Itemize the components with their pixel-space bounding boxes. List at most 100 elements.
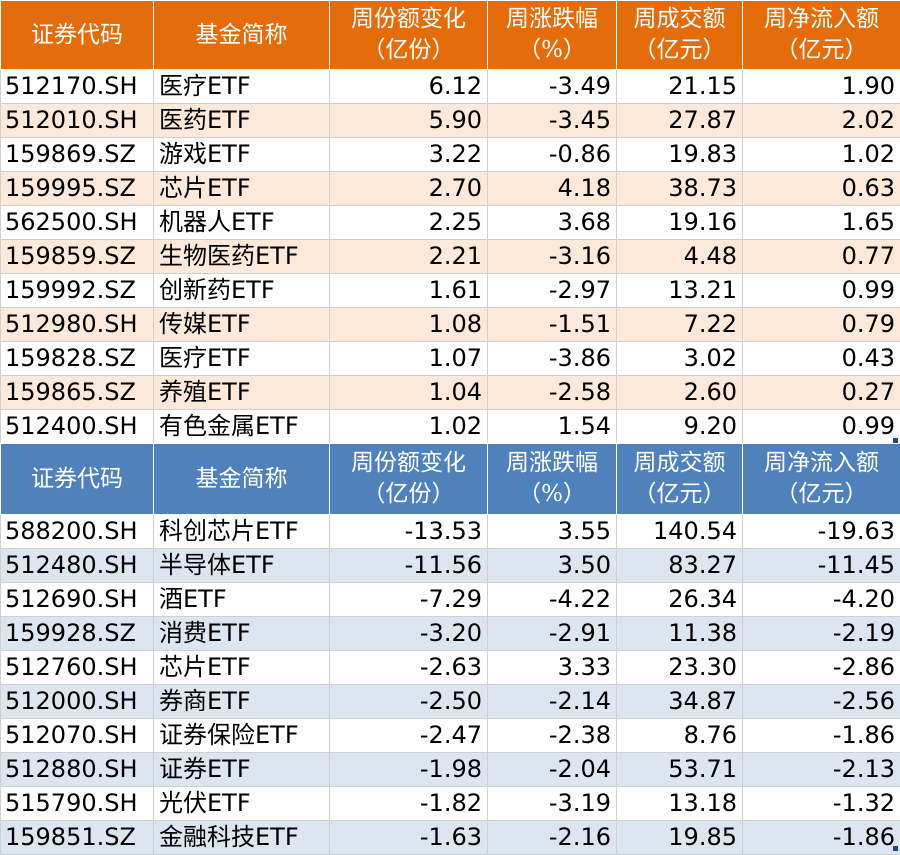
cell-net-inflow: 0.99 xyxy=(743,410,900,444)
cell-volume: 7.22 xyxy=(617,308,743,342)
cell-net-inflow: -19.63 xyxy=(743,515,900,549)
cell-net-inflow: -2.13 xyxy=(743,753,900,787)
header-line: （%） xyxy=(492,479,612,510)
cell-security-code: 159928.SZ xyxy=(1,617,154,651)
cell-share-change: 2.25 xyxy=(330,206,488,240)
cell-change-pct: -2.04 xyxy=(488,753,617,787)
table-header-row: 证券代码 基金简称 周份额变化（亿份） 周涨跌幅（%） 周成交额（亿元） 周净流… xyxy=(1,1,900,70)
header-line: （亿元） xyxy=(747,479,896,510)
cell-security-code: 512170.SH xyxy=(1,70,154,104)
header-line: （亿元） xyxy=(621,35,738,66)
cell-share-change: 1.61 xyxy=(330,274,488,308)
cell-net-inflow: -1.32 xyxy=(743,787,900,821)
cell-volume: 34.87 xyxy=(617,685,743,719)
cell-change-pct: -2.14 xyxy=(488,685,617,719)
header-line: 周成交额 xyxy=(621,4,738,35)
cell-volume: 38.73 xyxy=(617,172,743,206)
cell-change-pct: -2.16 xyxy=(488,821,617,855)
cell-security-code: 562500.SH xyxy=(1,206,154,240)
cell-share-change: -7.29 xyxy=(330,583,488,617)
cell-fund-name: 机器人ETF xyxy=(154,206,330,240)
cell-net-inflow: -11.45 xyxy=(743,549,900,583)
cell-fund-name: 证券保险ETF xyxy=(154,719,330,753)
cell-fund-name: 有色金属ETF xyxy=(154,410,330,444)
outflow-etf-table: 证券代码 基金简称 周份额变化（亿份） 周涨跌幅（%） 周成交额（亿元） 周净流… xyxy=(0,443,900,855)
cell-share-change: -2.50 xyxy=(330,685,488,719)
cell-fund-name: 医药ETF xyxy=(154,104,330,138)
cell-fund-name: 医疗ETF xyxy=(154,342,330,376)
cell-change-pct: -0.86 xyxy=(488,138,617,172)
cell-volume: 83.27 xyxy=(617,549,743,583)
header-change-pct: 周涨跌幅（%） xyxy=(488,444,617,515)
cell-change-pct: -2.97 xyxy=(488,274,617,308)
header-line: （亿元） xyxy=(621,479,738,510)
cell-share-change: 6.12 xyxy=(330,70,488,104)
cell-volume: 11.38 xyxy=(617,617,743,651)
cell-net-inflow: -1.86 xyxy=(743,719,900,753)
table-header-row: 证券代码 基金简称 周份额变化（亿份） 周涨跌幅（%） 周成交额（亿元） 周净流… xyxy=(1,444,900,515)
cell-share-change: 3.22 xyxy=(330,138,488,172)
cell-volume: 2.60 xyxy=(617,376,743,410)
cell-fund-name: 医疗ETF xyxy=(154,70,330,104)
cell-net-inflow: -2.86 xyxy=(743,651,900,685)
cell-net-inflow: -1.86 xyxy=(743,821,900,855)
cell-volume: 53.71 xyxy=(617,753,743,787)
selection-handle-marker xyxy=(893,438,898,443)
cell-change-pct: -3.86 xyxy=(488,342,617,376)
cell-share-change: -2.63 xyxy=(330,651,488,685)
cell-volume: 13.21 xyxy=(617,274,743,308)
cell-volume: 21.15 xyxy=(617,70,743,104)
header-share-change: 周份额变化（亿份） xyxy=(330,1,488,70)
cell-volume: 19.85 xyxy=(617,821,743,855)
header-volume: 周成交额（亿元） xyxy=(617,444,743,515)
cell-change-pct: 3.55 xyxy=(488,515,617,549)
header-code: 证券代码 xyxy=(1,1,154,70)
header-name: 基金简称 xyxy=(154,1,330,70)
cell-volume: 19.16 xyxy=(617,206,743,240)
cell-change-pct: 3.33 xyxy=(488,651,617,685)
header-line: 周份额变化 xyxy=(334,448,483,479)
cell-change-pct: -3.45 xyxy=(488,104,617,138)
cell-change-pct: -4.22 xyxy=(488,583,617,617)
cell-fund-name: 芯片ETF xyxy=(154,651,330,685)
cell-share-change: 2.70 xyxy=(330,172,488,206)
cell-security-code: 159992.SZ xyxy=(1,274,154,308)
cell-net-inflow: 0.99 xyxy=(743,274,900,308)
cell-security-code: 512400.SH xyxy=(1,410,154,444)
cell-change-pct: -2.38 xyxy=(488,719,617,753)
cell-change-pct: -2.58 xyxy=(488,376,617,410)
cell-security-code: 512480.SH xyxy=(1,549,154,583)
cell-security-code: 512690.SH xyxy=(1,583,154,617)
cell-volume: 8.76 xyxy=(617,719,743,753)
cell-share-change: -1.63 xyxy=(330,821,488,855)
header-net-inflow: 周净流入额（亿元） xyxy=(743,444,900,515)
cell-fund-name: 游戏ETF xyxy=(154,138,330,172)
cell-change-pct: -3.19 xyxy=(488,787,617,821)
cell-volume: 13.18 xyxy=(617,787,743,821)
cell-security-code: 512980.SH xyxy=(1,308,154,342)
cell-share-change: -1.82 xyxy=(330,787,488,821)
cell-volume: 27.87 xyxy=(617,104,743,138)
cell-volume: 26.34 xyxy=(617,583,743,617)
cell-volume: 3.02 xyxy=(617,342,743,376)
header-line: 周涨跌幅 xyxy=(492,4,612,35)
cell-fund-name: 养殖ETF xyxy=(154,376,330,410)
cell-net-inflow: 1.90 xyxy=(743,70,900,104)
cell-security-code: 159869.SZ xyxy=(1,138,154,172)
header-line: 周份额变化 xyxy=(334,4,483,35)
header-change-pct: 周涨跌幅（%） xyxy=(488,1,617,70)
header-line: 周成交额 xyxy=(621,448,738,479)
cell-fund-name: 创新药ETF xyxy=(154,274,330,308)
cell-volume: 23.30 xyxy=(617,651,743,685)
